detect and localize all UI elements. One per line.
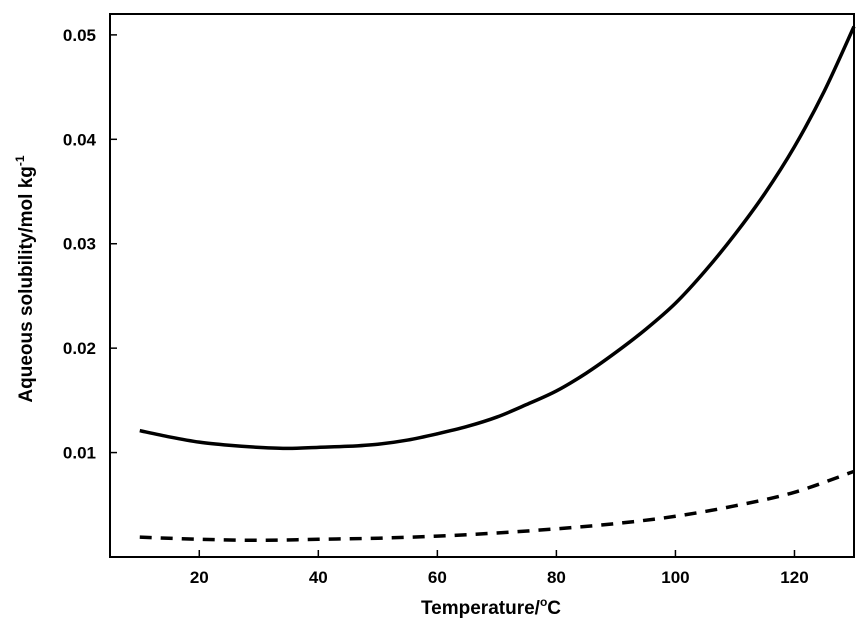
y-tick-label: 0.03 — [63, 235, 96, 254]
y-tick-label: 0.04 — [63, 130, 97, 149]
series-solid-line — [139, 25, 856, 451]
y-axis-title: Aqueous solubility/mol kg-1 — [13, 155, 37, 402]
x-tick-label: 120 — [780, 568, 808, 587]
y-tick-label: 0.05 — [63, 26, 96, 45]
x-tick-label: 100 — [661, 568, 689, 587]
x-tick-label: 40 — [309, 568, 328, 587]
y-tick-label: 0.02 — [63, 339, 96, 358]
plot-frame — [109, 13, 855, 558]
ticks-layer: 20 40 60 80 100 120 0.01 0.02 0.03 0.04 0.05 — [63, 26, 809, 587]
series-dashed-line — [139, 469, 855, 543]
x-tick-label: 60 — [428, 568, 447, 587]
x-tick-label: 20 — [190, 568, 209, 587]
x-tick-label: 80 — [547, 568, 566, 587]
y-tick-label: 0.01 — [63, 444, 96, 463]
series-layer — [139, 25, 856, 543]
x-axis-title: Temperature/oC — [421, 595, 561, 619]
